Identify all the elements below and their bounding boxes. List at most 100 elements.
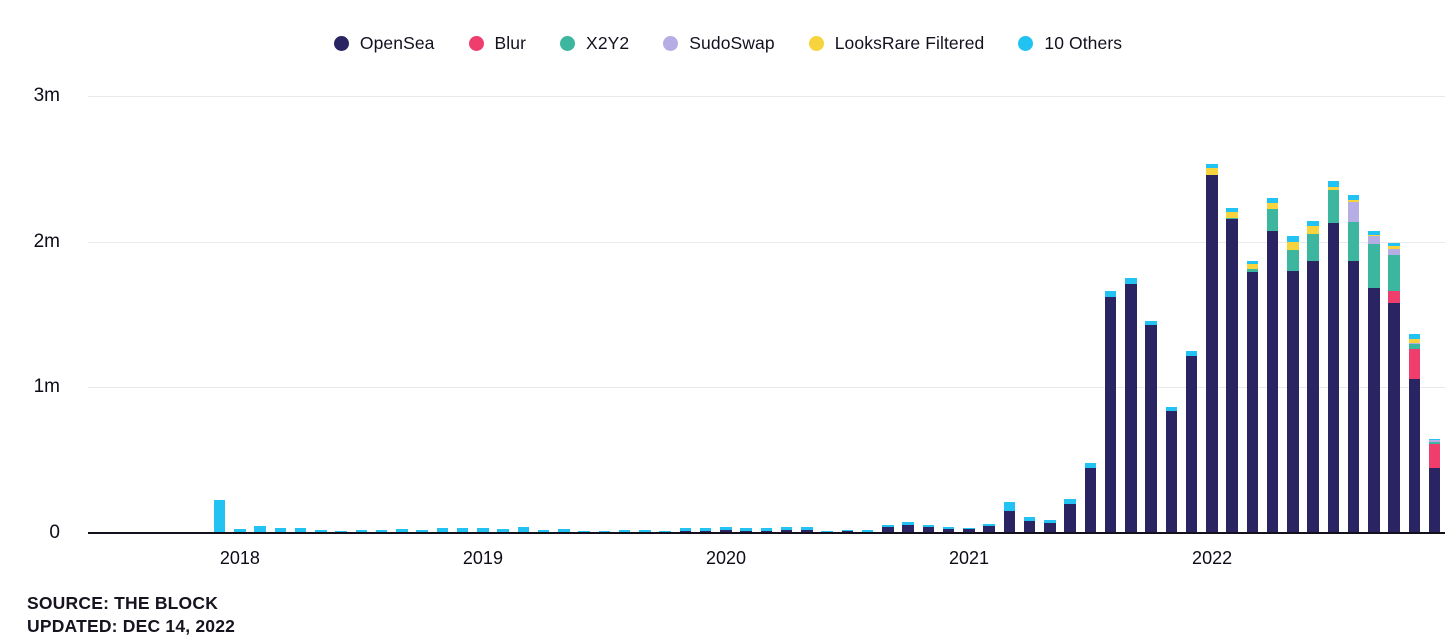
segment-10-others[interactable]: [720, 527, 732, 531]
bar-2017-06[interactable]: [88, 96, 108, 533]
segment-looksrare-filtered[interactable]: [1287, 242, 1299, 251]
segment-blur[interactable]: [1408, 349, 1421, 379]
bar-2022-04[interactable]: [1263, 96, 1283, 533]
bar-2019-04[interactable]: [534, 96, 554, 533]
segment-10-others[interactable]: [1125, 277, 1137, 284]
bar-2019-08[interactable]: [615, 96, 635, 533]
segment-opensea[interactable]: [1044, 522, 1056, 533]
segment-opensea[interactable]: [1327, 222, 1340, 533]
bar-2019-10[interactable]: [655, 96, 675, 533]
bar-2021-07[interactable]: [1080, 96, 1100, 533]
segment-looksrare-filtered[interactable]: [1368, 234, 1380, 236]
bar-2020-09[interactable]: [878, 96, 898, 533]
bar-2020-05[interactable]: [797, 96, 817, 533]
bar-2019-07[interactable]: [594, 96, 614, 533]
segment-sudoswap[interactable]: [1388, 249, 1400, 255]
bar-2021-01[interactable]: [959, 96, 979, 533]
segment-10-others[interactable]: [1266, 197, 1279, 203]
bar-2018-11[interactable]: [432, 96, 452, 533]
bar-2020-07[interactable]: [837, 96, 857, 533]
segment-x2y2[interactable]: [1428, 441, 1441, 445]
segment-10-others[interactable]: [1084, 463, 1097, 469]
bar-2019-11[interactable]: [675, 96, 695, 533]
segment-10-others[interactable]: [436, 528, 449, 532]
segment-opensea[interactable]: [1266, 230, 1279, 533]
legend-item-x2y2[interactable]: X2Y2: [560, 33, 629, 54]
segment-10-others[interactable]: [578, 530, 590, 532]
bar-2021-10[interactable]: [1141, 96, 1161, 533]
segment-10-others[interactable]: [294, 528, 307, 533]
bar-2022-07[interactable]: [1323, 96, 1343, 533]
bar-2020-03[interactable]: [756, 96, 776, 533]
bar-2019-09[interactable]: [635, 96, 655, 533]
segment-blur[interactable]: [1428, 444, 1441, 469]
segment-10-others[interactable]: [780, 527, 793, 531]
segment-10-others[interactable]: [1023, 516, 1036, 521]
segment-looksrare-filtered[interactable]: [1266, 202, 1279, 209]
segment-looksrare-filtered[interactable]: [1388, 246, 1400, 249]
segment-looksrare-filtered[interactable]: [1206, 168, 1218, 175]
bar-2022-09[interactable]: [1364, 96, 1384, 533]
segment-10-others[interactable]: [618, 530, 631, 532]
segment-10-others[interactable]: [274, 528, 287, 533]
segment-opensea[interactable]: [902, 525, 914, 533]
bar-2018-02[interactable]: [250, 96, 270, 533]
bar-2018-07[interactable]: [351, 96, 371, 533]
bar-2018-09[interactable]: [392, 96, 412, 533]
bar-2021-11[interactable]: [1161, 96, 1181, 533]
segment-10-others[interactable]: [1044, 520, 1056, 523]
segment-10-others[interactable]: [537, 530, 550, 532]
bar-2019-01[interactable]: [473, 96, 493, 533]
segment-opensea[interactable]: [963, 529, 975, 533]
segment-10-others[interactable]: [983, 524, 995, 527]
bar-2020-06[interactable]: [817, 96, 837, 533]
bar-2021-09[interactable]: [1121, 96, 1141, 533]
segment-opensea[interactable]: [1307, 260, 1319, 533]
segment-10-others[interactable]: [1246, 260, 1259, 264]
segment-10-others[interactable]: [1368, 230, 1380, 235]
segment-10-others[interactable]: [477, 528, 489, 532]
bar-2019-03[interactable]: [513, 96, 533, 533]
segment-opensea[interactable]: [1408, 378, 1421, 533]
bar-2017-11[interactable]: [189, 96, 209, 533]
segment-10-others[interactable]: [1104, 291, 1117, 298]
segment-opensea[interactable]: [1145, 325, 1157, 533]
bar-2021-02[interactable]: [979, 96, 999, 533]
segment-opensea[interactable]: [1428, 468, 1441, 533]
bar-2017-09[interactable]: [149, 96, 169, 533]
segment-looksrare-filtered[interactable]: [1246, 263, 1259, 270]
segment-10-others[interactable]: [456, 528, 469, 532]
bar-2022-05[interactable]: [1283, 96, 1303, 533]
segment-opensea[interactable]: [1347, 260, 1360, 533]
bar-2017-10[interactable]: [169, 96, 189, 533]
segment-10-others[interactable]: [1226, 207, 1238, 212]
legend-item-10-others[interactable]: 10 Others: [1018, 33, 1122, 54]
bar-2020-02[interactable]: [736, 96, 756, 533]
bar-2022-11[interactable]: [1404, 96, 1424, 533]
bar-2020-10[interactable]: [898, 96, 918, 533]
bar-2022-10[interactable]: [1384, 96, 1404, 533]
segment-10-others[interactable]: [1287, 236, 1299, 243]
segment-10-others[interactable]: [416, 530, 428, 533]
segment-10-others[interactable]: [375, 530, 388, 533]
bar-2018-08[interactable]: [372, 96, 392, 533]
segment-x2y2[interactable]: [1388, 254, 1400, 292]
bar-2017-12[interactable]: [210, 96, 230, 533]
segment-opensea[interactable]: [1125, 283, 1137, 533]
segment-opensea[interactable]: [983, 526, 995, 533]
segment-x2y2[interactable]: [1266, 208, 1279, 231]
bar-2017-08[interactable]: [129, 96, 149, 533]
segment-10-others[interactable]: [1307, 220, 1319, 227]
segment-10-others[interactable]: [1428, 439, 1441, 441]
bar-2019-12[interactable]: [696, 96, 716, 533]
segment-10-others[interactable]: [1064, 499, 1076, 504]
segment-opensea[interactable]: [1084, 468, 1097, 533]
bar-2019-06[interactable]: [574, 96, 594, 533]
segment-10-others[interactable]: [861, 530, 874, 532]
segment-opensea[interactable]: [1206, 174, 1218, 533]
segment-10-others[interactable]: [679, 528, 692, 531]
segment-opensea[interactable]: [882, 527, 894, 533]
segment-looksrare-filtered[interactable]: [1347, 200, 1360, 202]
segment-x2y2[interactable]: [1368, 243, 1380, 288]
segment-looksrare-filtered[interactable]: [1226, 211, 1238, 219]
